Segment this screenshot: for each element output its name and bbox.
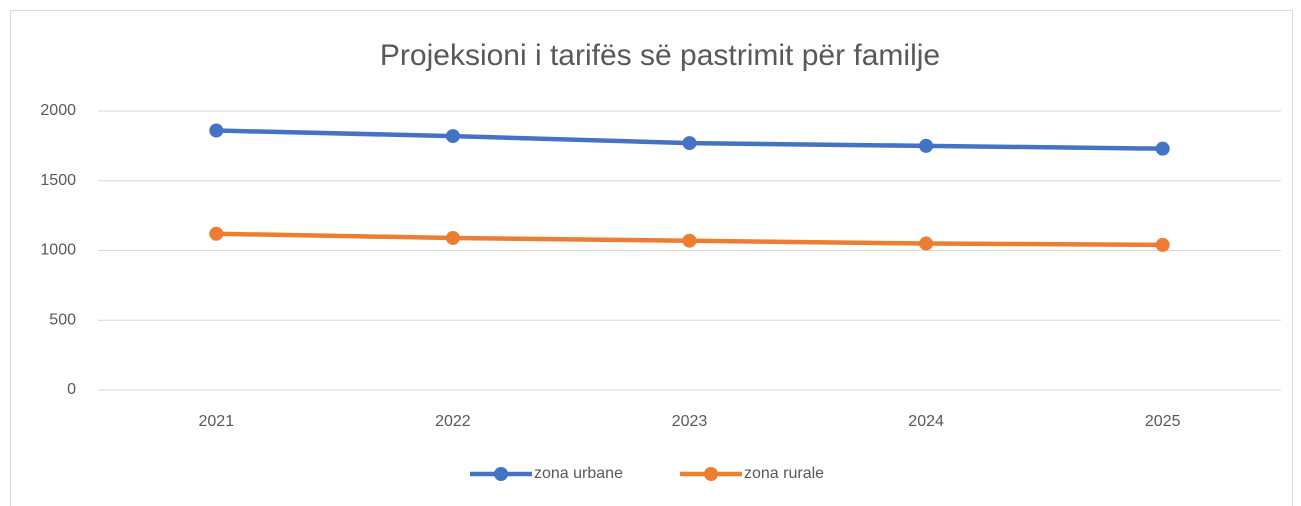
point	[682, 136, 697, 151]
legend-label: zona urbane	[534, 465, 623, 482]
chart-title: Projeksioni i tarifës së pastrimit për f…	[380, 39, 940, 72]
legend-label: zona rurale	[744, 465, 824, 482]
point	[209, 226, 224, 241]
point	[1155, 141, 1170, 156]
point	[919, 138, 934, 153]
y-tick-label: 500	[49, 311, 76, 328]
point	[209, 123, 224, 138]
chart-border	[10, 10, 1293, 506]
point	[445, 230, 460, 245]
y-tick-label: 2000	[40, 102, 76, 119]
x-tick-label: 2024	[908, 413, 944, 430]
point	[1155, 237, 1170, 252]
x-tick-label: 2025	[1145, 413, 1181, 430]
x-tick-label: 2021	[199, 413, 235, 430]
legend-marker	[704, 467, 718, 481]
point	[445, 129, 460, 144]
x-tick-label: 2022	[435, 413, 471, 430]
x-tick-label: 2023	[672, 413, 708, 430]
y-tick-label: 0	[67, 381, 76, 398]
point	[919, 236, 934, 251]
point	[682, 233, 697, 248]
y-tick-label: 1500	[40, 172, 76, 189]
y-tick-label: 1000	[40, 242, 76, 259]
legend-marker	[494, 467, 508, 481]
